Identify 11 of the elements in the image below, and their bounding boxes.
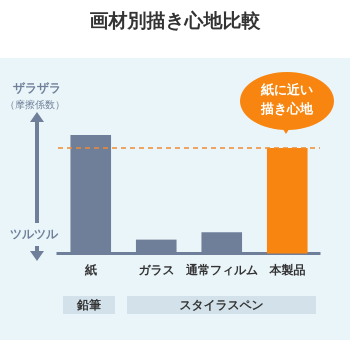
text: スタイラスペン bbox=[127, 296, 316, 314]
annotation: ツルツル bbox=[10, 226, 58, 243]
x-tick-label: 紙 bbox=[84, 262, 97, 277]
x-tick-label: 通常フィルム bbox=[184, 262, 258, 277]
x-tick-label: ガラス bbox=[138, 262, 174, 277]
text: ザラザラ bbox=[13, 80, 61, 97]
text: 鉛筆 bbox=[63, 296, 115, 314]
text: （摩擦係数） bbox=[5, 98, 65, 112]
chart-title: 画材別描き心地比較 bbox=[88, 9, 262, 34]
x-tick-label: 本製品 bbox=[268, 262, 306, 277]
bar bbox=[266, 148, 308, 254]
